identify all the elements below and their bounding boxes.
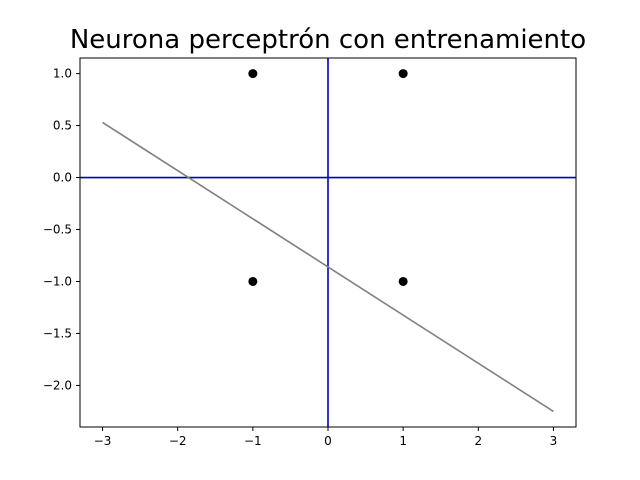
x-tick-label: 2 (474, 434, 482, 448)
x-tick-label: 0 (324, 434, 332, 448)
axes-frame (79, 57, 577, 428)
y-tick-label: 0.5 (53, 119, 72, 133)
data-point (248, 276, 258, 286)
y-tick-label: 1.0 (53, 67, 72, 81)
x-tick-label: −1 (244, 434, 262, 448)
y-tick-label: 0.0 (53, 171, 72, 185)
data-point (398, 276, 408, 286)
decision-boundary-line (102, 121, 554, 413)
data-point (398, 69, 408, 79)
chart-title: Neurona perceptrón con entrenamiento (70, 25, 586, 55)
data-point (248, 69, 258, 79)
plot-area (80, 58, 576, 427)
x-tick-label: −3 (94, 434, 112, 448)
y-tick-label: −2.0 (43, 378, 72, 392)
axis-ticks: −3 −2 −1 0 1 2 3 1.0 0.5 0.0 −0.5 −1.0 −1.5 −2.0 (43, 67, 557, 448)
x-tick-label: 1 (399, 434, 407, 448)
x-tick-label: −2 (169, 434, 187, 448)
y-tick-label: −1.5 (43, 326, 72, 340)
x-tick-label: 3 (550, 434, 558, 448)
y-tick-label: −1.0 (43, 274, 72, 288)
y-tick-label: −0.5 (43, 223, 72, 237)
